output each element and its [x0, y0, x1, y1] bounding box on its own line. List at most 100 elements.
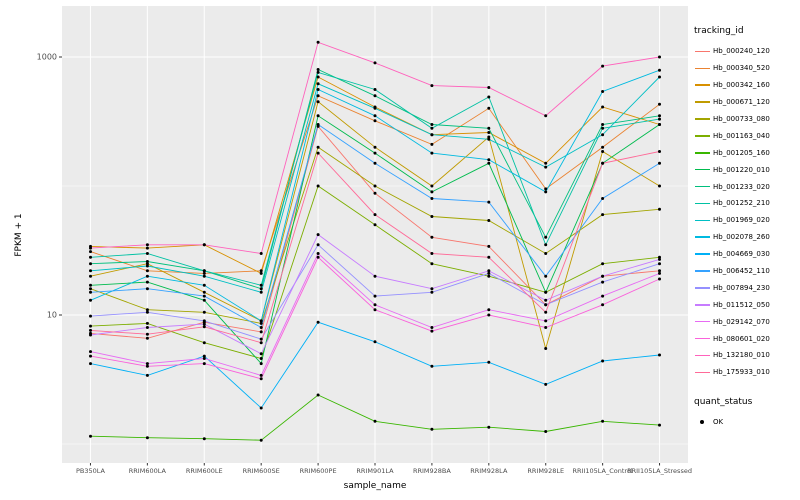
data-point: [89, 269, 92, 273]
data-point: [259, 377, 263, 381]
data-point: [202, 357, 206, 360]
legend-label: Hb_001233_020: [713, 182, 770, 191]
data-point: [145, 310, 149, 314]
data-point: [145, 332, 149, 336]
data-point: [658, 114, 661, 118]
legend-item: Hb_001233_020: [694, 178, 770, 195]
data-point: [487, 161, 491, 165]
data-point: [658, 161, 661, 165]
legend-key-line-icon: [694, 230, 710, 244]
data-point: [544, 298, 548, 302]
legend-label: Hb_001163_040: [713, 131, 770, 140]
data-point: [373, 191, 377, 195]
data-point: [316, 145, 320, 149]
data-point: [658, 184, 661, 188]
legend-key-line-icon: [694, 44, 710, 58]
legend-item: Hb_175933_010: [694, 364, 770, 381]
data-point: [658, 257, 661, 261]
data-point: [430, 252, 434, 255]
legend-label: Hb_029142_070: [713, 317, 770, 326]
data-point: [259, 290, 263, 294]
data-point: [544, 114, 548, 118]
data-point: [658, 353, 661, 357]
data-point: [658, 75, 661, 79]
x-tick-label: RRIM928BA: [413, 467, 451, 475]
data-point: [487, 106, 491, 110]
data-point: [316, 68, 320, 71]
data-point: [373, 303, 377, 307]
data-point: [202, 437, 206, 441]
data-point: [89, 246, 92, 250]
data-point: [259, 438, 263, 442]
data-point: [145, 436, 149, 440]
data-point: [487, 313, 491, 317]
data-point: [316, 70, 320, 74]
x-tick-label: RRIM600LA: [129, 467, 167, 475]
data-point: [89, 354, 92, 358]
legend-label: Hb_000240_120: [713, 47, 770, 56]
data-point: [544, 430, 548, 433]
data-point: [658, 262, 661, 266]
legend-key-line-icon: [694, 61, 710, 75]
data-point: [658, 68, 661, 72]
data-point: [316, 123, 320, 126]
legend-key-line-icon: [694, 180, 710, 194]
data-point: [658, 150, 661, 153]
data-point: [316, 114, 320, 118]
data-point: [259, 357, 263, 360]
data-point: [487, 158, 491, 162]
data-point: [202, 325, 206, 329]
legend-item: Hb_080601_020: [694, 330, 770, 347]
data-point: [487, 219, 491, 222]
data-point: [202, 274, 206, 278]
data-point: [373, 94, 377, 98]
legend-key-line-icon: [694, 78, 710, 92]
data-point: [373, 106, 377, 110]
y-axis-title: FPKM + 1: [14, 213, 24, 257]
data-point: [430, 151, 434, 155]
data-point: [145, 336, 149, 340]
data-point: [544, 326, 548, 329]
data-point: [544, 310, 548, 314]
data-point: [430, 133, 434, 137]
data-point: [544, 290, 548, 294]
data-point: [259, 319, 263, 323]
legend-item: Hb_006452_110: [694, 263, 770, 280]
legend-item: Hb_001252_210: [694, 195, 770, 212]
data-point: [601, 213, 605, 217]
data-point: [89, 274, 92, 278]
data-point: [202, 290, 206, 294]
data-point: [89, 262, 92, 266]
data-point: [202, 294, 206, 298]
data-point: [430, 326, 434, 329]
legend-item: Hb_000671_120: [694, 94, 770, 111]
data-point: [145, 326, 149, 329]
data-point: [316, 243, 320, 247]
data-point: [259, 341, 263, 345]
data-point: [487, 137, 491, 141]
data-point: [373, 294, 377, 298]
data-point: [89, 298, 92, 302]
data-point: [601, 126, 605, 130]
x-tick-label: RRIM928LA: [470, 467, 508, 475]
data-point: [373, 61, 377, 65]
data-point: [544, 319, 548, 323]
legend-item: Hb_004669_030: [694, 246, 770, 263]
data-point: [658, 207, 661, 211]
data-point: [544, 347, 548, 350]
data-point: [430, 142, 434, 146]
data-point: [316, 151, 320, 155]
legend-item: Hb_000342_160: [694, 77, 770, 94]
data-point: [259, 352, 263, 356]
x-tick-label: RRII105LA_Control: [573, 467, 633, 475]
data-point: [601, 123, 605, 126]
data-point: [658, 271, 661, 275]
data-point: [544, 190, 548, 194]
legend-key-line-icon: [694, 95, 710, 109]
data-point: [430, 215, 434, 218]
legend-label: Hb_002078_260: [713, 233, 770, 242]
data-point: [373, 145, 377, 149]
data-point: [202, 322, 206, 326]
data-point: [601, 145, 605, 149]
legend-key-line-icon: [694, 112, 710, 126]
